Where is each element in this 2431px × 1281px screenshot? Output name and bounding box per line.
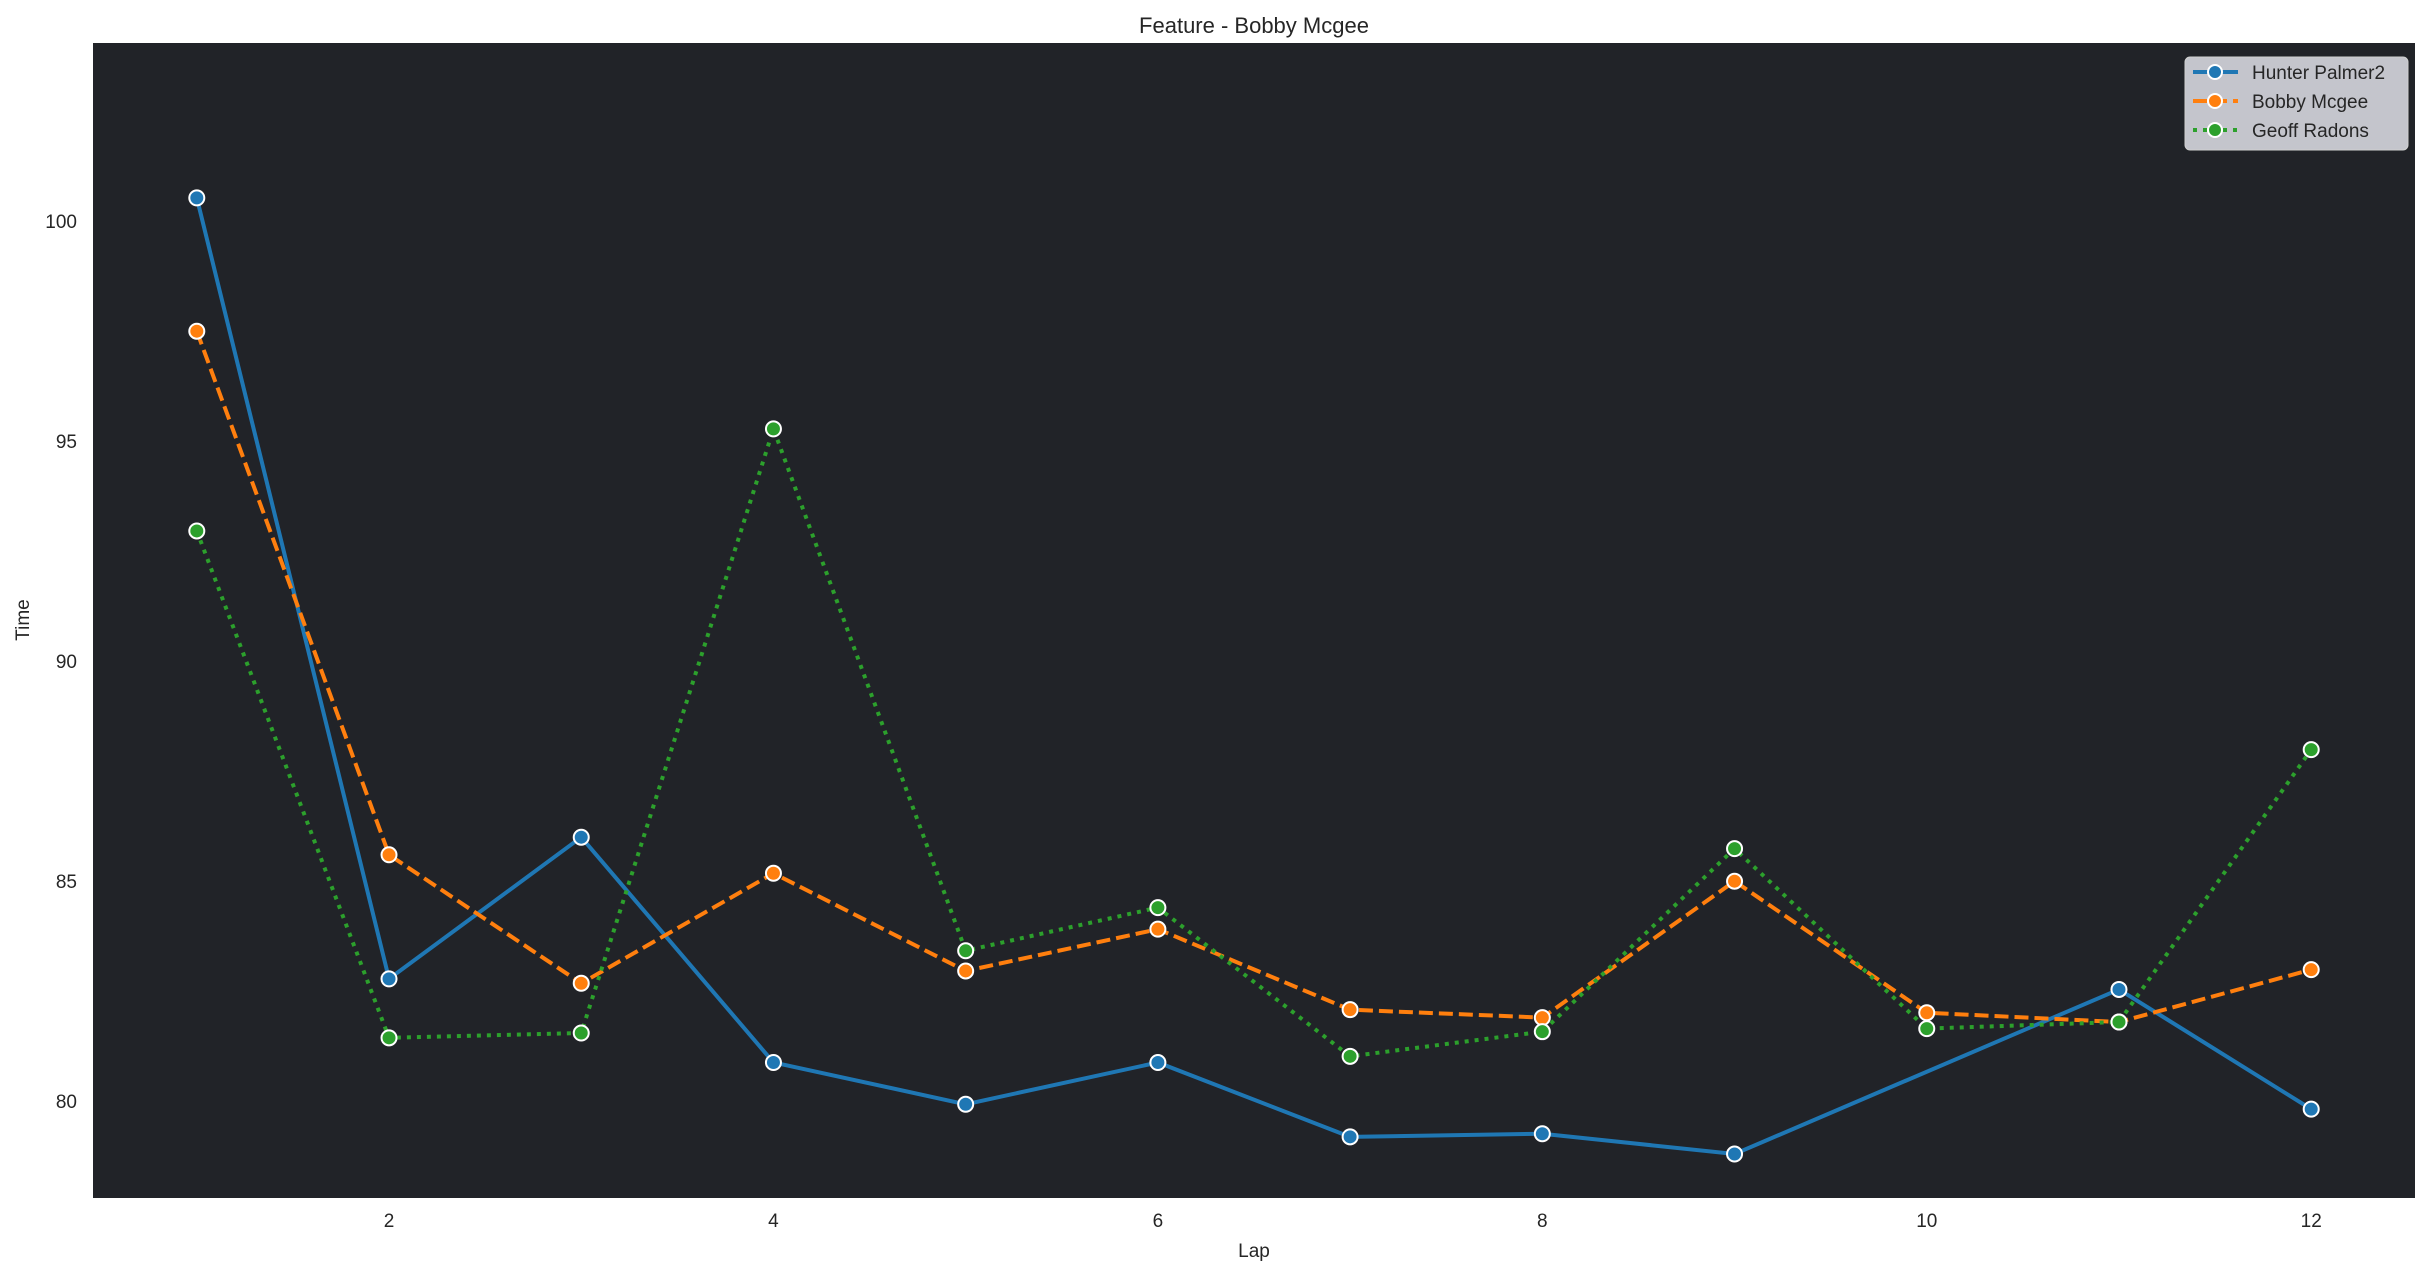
data-point [2110,1013,2128,1031]
y-ticks: 80 85 90 95 100 [45,212,77,1113]
legend-label: Geoff Radons [2252,121,2369,142]
data-point [1341,1001,1359,1019]
legend: Hunter Palmer2 Bobby Mcgee Geoff Radons [2184,56,2409,151]
data-point [1918,1020,1936,1038]
data-point [1918,1004,1936,1022]
data-point [1149,1053,1167,1071]
series-line [194,422,2313,1059]
data-point [2110,980,2128,998]
series-group [188,189,2320,1163]
x-tick-label: 4 [768,1211,779,1232]
legend-label: Hunter Palmer2 [2252,63,2385,84]
data-point [2302,961,2320,979]
x-tick-label: 6 [1153,1211,1164,1232]
data-point [572,828,590,846]
data-point [1341,1047,1359,1065]
data-point [1726,872,1744,890]
y-axis-label: Time [13,599,34,641]
x-tick-label: 12 [2301,1211,2322,1232]
data-point [764,420,782,438]
y-tick-label: 90 [56,652,77,673]
data-point [764,1053,782,1071]
legend-marker [2207,64,2223,80]
data-point [764,864,782,882]
x-tick-label: 10 [1916,1211,1937,1232]
data-point [1726,1145,1744,1163]
y-tick-label: 95 [56,432,77,453]
data-point [1533,1023,1551,1041]
data-point [572,1024,590,1042]
data-point [1149,899,1167,917]
data-point [1149,920,1167,938]
legend-label: Bobby Mcgee [2252,92,2368,113]
data-point [957,962,975,980]
data-point [2302,741,2320,759]
y-tick-label: 80 [56,1092,77,1113]
data-point [188,322,206,340]
y-tick-label: 100 [45,212,77,233]
series-bobby-mcgee [188,322,2320,1031]
x-tick-label: 8 [1537,1211,1548,1232]
data-point [2302,1100,2320,1118]
data-point [188,189,206,207]
data-point [380,846,398,864]
data-point [1726,840,1744,858]
legend-marker [2207,93,2223,109]
series-geoff-radons [188,420,2320,1065]
y-tick-label: 85 [56,872,77,893]
data-point [957,1095,975,1113]
data-point [572,974,590,992]
legend-box [2184,56,2409,151]
series-hunter-palmer2 [188,189,2320,1163]
data-point [380,1029,398,1047]
x-ticks: 2 4 6 8 10 12 [384,1211,2322,1232]
data-point [380,970,398,988]
data-point [1341,1128,1359,1146]
data-point [1533,1009,1551,1027]
legend-marker [2207,122,2223,138]
data-point [1533,1125,1551,1143]
x-axis-label: Lap [1238,1241,1270,1262]
plot-area [93,43,2415,1198]
chart-title: Feature - Bobby Mcgee [1139,13,1369,38]
data-point [188,522,206,540]
x-tick-label: 2 [384,1211,395,1232]
series-line [194,330,2312,1025]
data-point [957,942,975,960]
